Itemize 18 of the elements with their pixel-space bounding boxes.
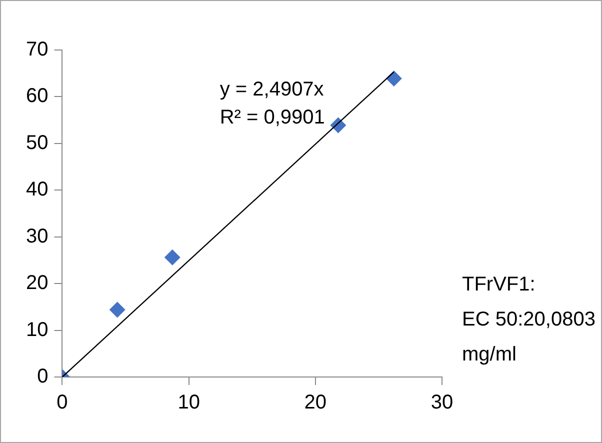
point xyxy=(109,302,126,318)
annotation: y = 2,4907x xyxy=(220,78,324,101)
y-tick-label: 60 xyxy=(26,85,48,108)
x-tick-label: 20 xyxy=(304,392,327,414)
point xyxy=(386,70,402,86)
x-tick-label: 30 xyxy=(430,392,454,414)
y-tick-label: 50 xyxy=(26,132,48,154)
y-tick-label: 40 xyxy=(26,178,48,201)
x-tick-label: 10 xyxy=(178,392,200,414)
x-tick-label: 0 xyxy=(56,392,68,414)
y-tick-label: 10 xyxy=(26,318,48,341)
y-tick-label: 0 xyxy=(37,366,48,388)
y-tick-label: 20 xyxy=(26,272,48,294)
point xyxy=(164,249,180,266)
annotation: R² = 0,9901 xyxy=(220,106,325,129)
text: TFrVF1: EC 50:20,0803 mg/ml xyxy=(462,274,596,366)
y-tick-label: 30 xyxy=(26,225,48,248)
y-tick-label: 70 xyxy=(26,38,48,61)
